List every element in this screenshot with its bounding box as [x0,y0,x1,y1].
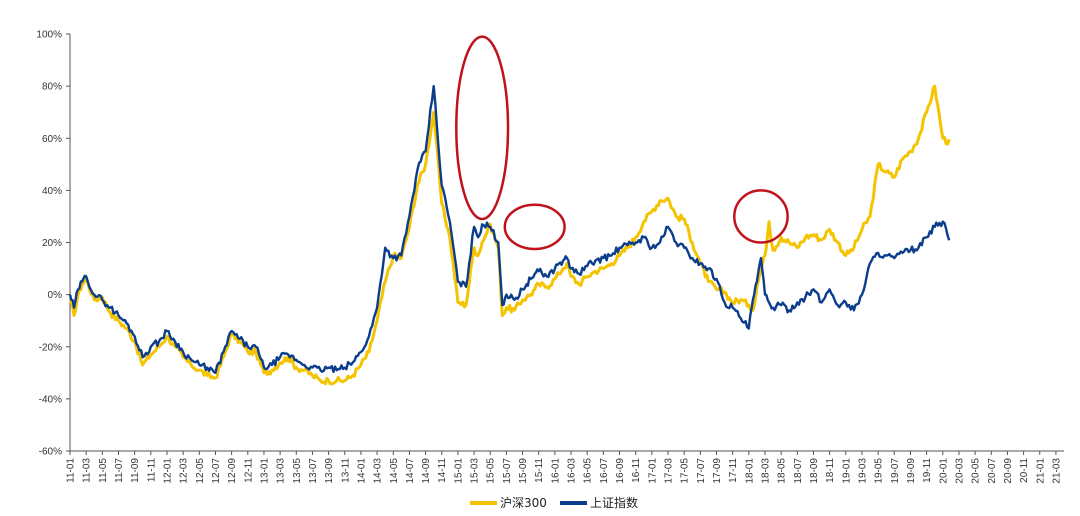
highlight-ellipse [455,35,510,221]
x-tick-label: 13-11 [340,458,351,483]
x-tick-label: 20-07 [987,458,998,484]
x-tick-label: 19-03 [857,458,868,484]
x-tick-label: 12-01 [162,458,173,484]
y-tick-label: -40% [39,394,62,405]
y-tick-label: -20% [39,342,62,353]
x-tick-label: 17-11 [728,458,739,483]
legend-label-hs300: 沪深300 [500,496,547,510]
x-tick-label: 16-03 [567,458,578,484]
x-tick-label: 21-03 [1051,458,1062,484]
x-tick-label: 13-05 [292,458,303,484]
x-tick-label: 15-09 [518,458,529,484]
x-tick-label: 13-09 [324,458,335,484]
x-tick-label: 18-05 [777,458,788,484]
series-line-hs300 [68,84,951,386]
x-tick-label: 15-01 [453,458,464,484]
x-tick-label: 21-01 [1035,458,1046,484]
y-tick-label: -60% [39,447,62,458]
x-tick-label: 11-01 [66,458,77,483]
x-tick-label: 19-01 [841,458,852,484]
x-tick-label: 12-11 [243,458,254,483]
x-tick-label: 20-09 [1003,458,1014,484]
x-tick-label: 17-09 [712,458,723,484]
legend-label-sse: 上证指数 [590,495,638,510]
series-lines [68,84,951,386]
x-tick-label: 13-01 [259,458,270,484]
x-tick-label: 12-03 [179,458,190,484]
x-tick-label: 13-03 [276,458,287,484]
series-line-sse [68,84,951,374]
x-tick-label: 15-11 [534,458,545,483]
x-tick-label: 15-07 [502,458,513,484]
legend: 沪深300 上证指数 [470,495,638,510]
x-tick-label: 18-11 [825,458,836,483]
highlight-annotations [455,35,789,251]
x-tick-label: 12-05 [195,458,206,484]
x-tick-label: 16-07 [599,458,610,484]
y-tick-label: 20% [42,238,62,249]
x-tick-label: 16-01 [550,458,561,484]
x-tick-label: 14-05 [389,458,400,484]
x-tick-label: 19-11 [922,458,933,483]
y-tick-label: 40% [42,186,62,197]
x-tick-label: 17-01 [647,458,658,484]
y-tick-label: 0% [48,290,63,301]
x-tick-label: 11-03 [82,458,93,483]
x-tick-label: 14-11 [437,458,448,483]
y-tick-label: 100% [36,30,62,41]
x-tick-label: 17-07 [696,458,707,484]
x-tick-label: 14-01 [356,458,367,484]
x-tick-label: 16-09 [615,458,626,484]
x-tick-label: 14-09 [421,458,432,484]
x-tick-label: 19-05 [874,458,885,484]
x-tick-label: 13-07 [308,458,319,484]
x-tick-label: 11-09 [130,458,141,483]
x-tick-label: 19-09 [906,458,917,484]
x-tick-label: 20-05 [971,458,982,484]
x-tick-label: 20-11 [1019,458,1030,483]
y-tick-label: 80% [42,82,62,93]
x-tick-label: 17-05 [680,458,691,484]
highlight-ellipse [503,203,566,251]
x-tick-label: 15-03 [470,458,481,484]
x-tick-label: 18-03 [760,458,771,484]
x-tick-label: 18-01 [744,458,755,484]
x-tick-label: 11-05 [98,458,109,483]
x-tick-label: 19-07 [890,458,901,484]
y-tick-label: 60% [42,134,62,145]
y-axis: -60% -40% -20% 0% 20% 40% 60% 80% 100% [36,30,71,458]
highlight-ellipse [733,189,789,244]
x-tick-label: 14-07 [405,458,416,484]
x-tick-label: 20-01 [938,458,949,484]
x-tick-label: 14-03 [373,458,384,484]
x-tick-label: 11-11 [146,458,157,483]
x-tick-label: 15-05 [486,458,497,484]
x-tick-label: 20-03 [954,458,965,484]
x-tick-label: 11-07 [114,458,125,483]
x-tick-label: 18-09 [809,458,820,484]
x-tick-label: 16-11 [631,458,642,483]
x-tick-label: 12-07 [211,458,222,484]
x-tick-label: 16-05 [583,458,594,484]
x-axis: 11-01 11-03 11-05 11-07 11-09 11-11 12-01 12-03… [66,450,1064,484]
x-tick-label: 12-09 [227,458,238,484]
x-tick-label: 17-03 [664,458,675,484]
x-tick-label: 18-07 [793,458,804,484]
